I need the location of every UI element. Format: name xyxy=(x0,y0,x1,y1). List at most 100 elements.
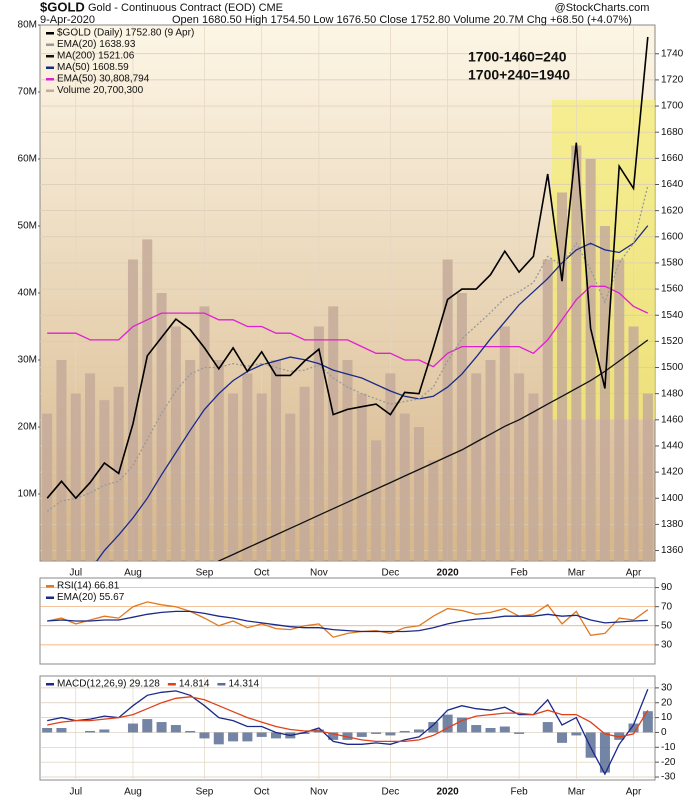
bar xyxy=(542,722,553,733)
bar xyxy=(213,360,224,561)
y-tick-label: 1580 xyxy=(661,258,684,269)
bar xyxy=(185,360,196,561)
x-tick-label: Nov xyxy=(310,787,328,798)
legend-label: $GOLD (Daily) 1752.80 (9 Apr) xyxy=(57,28,194,39)
bar xyxy=(99,729,110,733)
y2-tick-label: 50M xyxy=(18,221,37,232)
bar xyxy=(456,717,467,733)
y-tick-label: 1720 xyxy=(661,75,684,86)
y2-tick-label: 60M xyxy=(18,154,37,165)
bar xyxy=(585,732,596,758)
y-tick-label: 1500 xyxy=(661,362,684,373)
legend-label: 14.814 xyxy=(179,679,210,690)
panel xyxy=(39,577,656,665)
bar xyxy=(56,360,67,561)
bar xyxy=(385,373,396,561)
x-tick-label: Aug xyxy=(124,568,142,579)
legend-swatch xyxy=(46,683,54,686)
y-tick-label: 90 xyxy=(661,582,673,593)
y2-tick-label: 40M xyxy=(18,288,37,299)
y-tick-label: 1540 xyxy=(661,310,684,321)
y2-tick-label: 80M xyxy=(18,20,37,31)
bar xyxy=(371,732,382,734)
x-tick-label: Mar xyxy=(568,787,586,798)
y-tick-label: 1380 xyxy=(661,519,684,530)
legend-swatch xyxy=(46,55,54,58)
bar xyxy=(285,413,296,561)
x-tick-label: Oct xyxy=(254,787,270,798)
y-tick-label: -20 xyxy=(661,757,676,768)
y-tick-label: 1360 xyxy=(661,545,684,556)
bar xyxy=(442,714,453,733)
y2-tick-label: 30M xyxy=(18,355,37,366)
chart-subtitle: Gold - Continuous Contract (EOD) CME xyxy=(88,2,283,14)
y-tick-label: 0 xyxy=(661,727,667,738)
series-line xyxy=(47,601,649,638)
bar xyxy=(514,732,525,734)
bar xyxy=(213,732,224,745)
source: @StockCharts.com xyxy=(555,2,650,14)
bar xyxy=(170,725,181,733)
y-tick-label: 1480 xyxy=(661,388,684,399)
x-tick-label: Feb xyxy=(511,787,529,798)
quote: Open 1680.50 High 1754.50 Low 1676.50 Cl… xyxy=(172,14,632,26)
bar xyxy=(428,460,439,561)
bar xyxy=(85,730,96,733)
bar xyxy=(599,732,610,773)
plot-area xyxy=(40,25,655,561)
series-line xyxy=(46,185,649,512)
bar xyxy=(142,719,153,733)
legend-swatch xyxy=(46,32,54,35)
plot-area xyxy=(40,587,655,646)
bar xyxy=(256,393,267,561)
y-tick-label: 1660 xyxy=(661,153,684,164)
legend-swatch xyxy=(46,43,54,46)
series-line xyxy=(46,36,649,500)
bar xyxy=(471,725,482,733)
legend-label: EMA(20) 1638.93 xyxy=(57,39,136,50)
bar xyxy=(85,373,96,561)
bar xyxy=(299,386,310,561)
series-line xyxy=(47,688,649,776)
x-tick-label: Mar xyxy=(568,568,586,579)
bar xyxy=(485,360,496,561)
x-tick-label: Jul xyxy=(69,568,82,579)
y-tick-label: 1560 xyxy=(661,284,684,295)
y-tick-label: 1680 xyxy=(661,127,684,138)
legend-swatch xyxy=(46,78,54,81)
bar xyxy=(156,293,167,561)
bar xyxy=(571,732,582,736)
bar xyxy=(256,732,267,737)
legend-label: Volume 20,700,300 xyxy=(57,85,144,96)
bar xyxy=(499,726,510,733)
bar xyxy=(170,326,181,561)
x-tick-label: Dec xyxy=(382,568,400,579)
bar xyxy=(471,373,482,561)
y-tick-label: 70 xyxy=(661,601,673,612)
bar xyxy=(642,393,653,561)
x-tick-label: Nov xyxy=(310,568,328,579)
y-tick-label: 1600 xyxy=(661,231,684,242)
y-tick-label: 1640 xyxy=(661,179,684,190)
legend-swatch xyxy=(217,683,226,686)
y-tick-label: 50 xyxy=(661,620,673,631)
bar xyxy=(228,732,239,742)
chart-title: $GOLD xyxy=(40,0,85,14)
bar xyxy=(56,728,67,733)
y2-tick-label: 70M xyxy=(18,87,37,98)
bar xyxy=(356,732,367,737)
legend-label: EMA(20) 55.67 xyxy=(57,592,125,603)
bar xyxy=(270,732,281,739)
bar xyxy=(299,732,310,734)
bar xyxy=(485,728,496,733)
y-tick-label: 20 xyxy=(661,697,673,708)
bar xyxy=(628,723,639,733)
bar xyxy=(642,711,653,733)
bar xyxy=(399,730,410,733)
x-tick-label: Sep xyxy=(196,568,214,579)
bar xyxy=(42,728,53,733)
bar xyxy=(399,413,410,561)
y-tick-label: 1700 xyxy=(661,101,684,112)
bar xyxy=(599,226,610,561)
